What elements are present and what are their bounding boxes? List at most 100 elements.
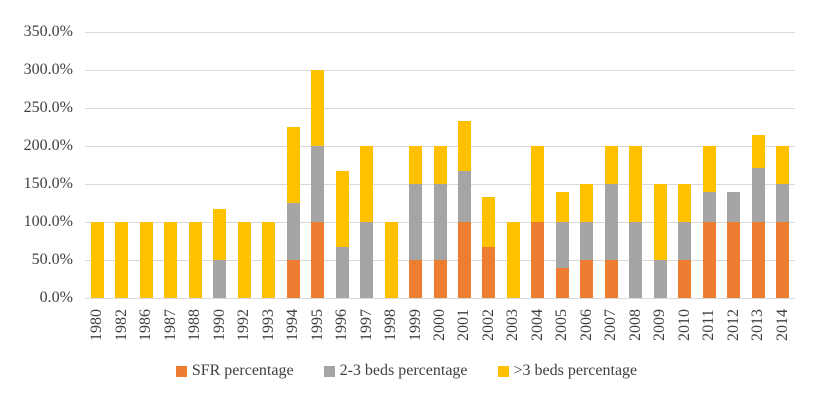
bar-segment-gt3-beds <box>90 222 104 298</box>
bar-segment-2-3-beds <box>311 146 325 222</box>
y-axis-tick-label: 300.0% <box>23 61 73 78</box>
bar-segment-gt3-beds <box>213 209 227 260</box>
y-axis-tick-label: 50.0% <box>31 251 73 268</box>
x-axis-label: 1995 <box>308 309 326 341</box>
bar-segment-2-3-beds <box>213 260 227 298</box>
bar-segment-sfr <box>580 260 594 298</box>
bar-segment-2-3-beds <box>702 191 716 222</box>
bar-segment-gt3-beds <box>555 191 569 222</box>
x-axis-label: 2013 <box>749 309 767 341</box>
legend: SFR percentage 2-3 beds percentage >3 beds… <box>0 362 813 380</box>
bar-segment-gt3-beds <box>164 222 178 298</box>
bar-segment-2-3-beds <box>629 222 643 298</box>
bar-segment-sfr <box>678 260 692 298</box>
bar-segment-gt3-beds <box>776 146 790 184</box>
bar-segment-gt3-beds <box>139 222 153 298</box>
bar-segment-2-3-beds <box>409 184 423 260</box>
bar-segment-2-3-beds <box>555 222 569 268</box>
x-axis-label: 1993 <box>259 309 277 341</box>
y-axis-tick-label: 100.0% <box>23 213 73 230</box>
bar-segment-gt3-beds <box>409 146 423 184</box>
legend-swatch <box>175 365 187 377</box>
legend-label: 2-3 beds percentage <box>339 362 468 379</box>
bar-segment-2-3-beds <box>727 191 741 222</box>
bar-segment-gt3-beds <box>629 146 643 222</box>
bar-segment-2-3-beds <box>678 222 692 260</box>
bar-segment-2-3-beds <box>457 171 471 222</box>
x-axis-label: 2009 <box>651 309 669 341</box>
bar-segment-sfr <box>702 222 716 298</box>
x-axis-label: 1986 <box>137 309 155 341</box>
bar-segment-sfr <box>457 222 471 298</box>
bar-segment-gt3-beds <box>237 222 251 298</box>
bar-segment-gt3-beds <box>115 222 129 298</box>
bar-segment-sfr <box>482 247 496 298</box>
bar-segment-sfr <box>751 222 765 298</box>
x-axis-label: 2005 <box>553 309 571 341</box>
bar-segment-gt3-beds <box>702 146 716 192</box>
bar-segment-2-3-beds <box>286 203 300 260</box>
legend-label: >3 beds percentage <box>513 362 638 379</box>
y-axis-tick-label: 250.0% <box>23 99 73 116</box>
x-axis-label: 1994 <box>284 309 302 341</box>
bar-segment-gt3-beds <box>678 184 692 222</box>
bar-segment-gt3-beds <box>335 171 349 248</box>
gridline <box>85 69 795 71</box>
bar-segment-gt3-beds <box>751 135 765 168</box>
legend-item: 2-3 beds percentage <box>323 362 468 380</box>
x-axis-label: 1988 <box>186 309 204 341</box>
x-axis-label: 2002 <box>479 309 497 341</box>
legend-item: SFR percentage <box>175 362 294 380</box>
bar-segment-sfr <box>776 222 790 298</box>
y-axis-tick-label: 350.0% <box>23 23 73 40</box>
bar-segment-gt3-beds <box>433 146 447 184</box>
x-axis-line <box>85 297 795 299</box>
gridline <box>85 31 795 33</box>
bar-segment-2-3-beds <box>653 260 667 298</box>
x-axis-label: 2004 <box>528 309 546 341</box>
gridline <box>85 107 795 109</box>
x-axis-label: 2000 <box>431 309 448 341</box>
bar-segment-2-3-beds <box>335 247 349 298</box>
bar-segment-sfr <box>409 260 423 298</box>
bar-segment-sfr <box>311 222 325 298</box>
x-axis-label: 1992 <box>235 309 253 341</box>
y-axis-tick-label: 0.0% <box>39 289 73 306</box>
x-axis-label: 2008 <box>626 309 644 341</box>
bar-segment-sfr <box>555 267 569 298</box>
x-axis-label: 2010 <box>675 309 693 341</box>
bar-segment-gt3-beds <box>580 184 594 222</box>
x-axis-label: 1982 <box>112 309 130 341</box>
x-axis-label: 1996 <box>333 309 351 341</box>
bar-segment-gt3-beds <box>188 222 202 298</box>
bar-segment-sfr <box>531 222 545 298</box>
bar-segment-2-3-beds <box>360 222 374 298</box>
bar-segment-gt3-beds <box>457 120 471 172</box>
x-axis-label: 1987 <box>161 309 179 341</box>
bar-segment-gt3-beds <box>311 70 325 146</box>
x-axis-label: 1980 <box>88 309 106 341</box>
x-axis-label: 2006 <box>577 309 595 341</box>
bar-segment-gt3-beds <box>286 127 300 203</box>
x-axis-label: 2012 <box>724 309 742 341</box>
x-axis-label: 1998 <box>382 309 400 341</box>
bar-segment-gt3-beds <box>506 222 520 298</box>
x-axis-label: 1990 <box>210 309 228 341</box>
bar-segment-2-3-beds <box>776 184 790 222</box>
x-axis-label: 2001 <box>455 309 473 341</box>
x-axis-label: 1997 <box>357 309 375 341</box>
legend-swatch <box>323 365 335 377</box>
bar-segment-sfr <box>286 260 300 298</box>
bar-segment-2-3-beds <box>580 222 594 260</box>
legend-label: SFR percentage <box>191 362 294 379</box>
x-axis-label: 2011 <box>700 309 718 341</box>
bar-segment-2-3-beds <box>751 167 765 222</box>
bar-segment-gt3-beds <box>482 196 496 248</box>
x-axis-label: 2014 <box>773 309 791 341</box>
x-axis-label: 2003 <box>504 309 522 341</box>
bar-segment-gt3-beds <box>262 222 276 298</box>
legend-swatch <box>497 365 509 377</box>
bar-segment-gt3-beds <box>384 222 398 298</box>
bar-segment-sfr <box>433 260 447 298</box>
bar-segment-2-3-beds <box>604 184 618 260</box>
